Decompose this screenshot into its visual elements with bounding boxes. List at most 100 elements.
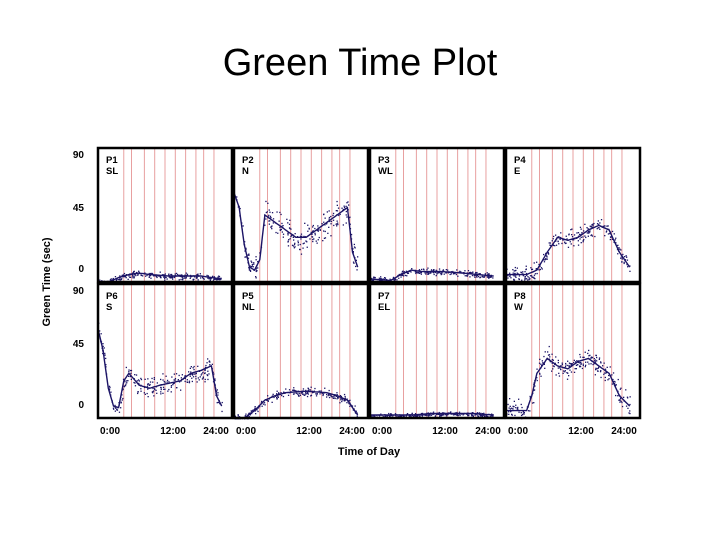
data-point <box>513 275 515 277</box>
data-point <box>419 270 421 272</box>
data-point <box>554 362 556 364</box>
data-point <box>276 394 278 396</box>
data-point <box>199 273 201 275</box>
data-point <box>419 415 421 417</box>
data-point <box>474 414 476 416</box>
data-point <box>126 382 128 384</box>
data-point <box>478 275 480 278</box>
data-point <box>615 237 617 239</box>
data-point <box>447 412 449 414</box>
data-point <box>612 378 614 381</box>
data-point <box>595 369 597 371</box>
data-point <box>296 236 299 238</box>
data-point <box>157 275 159 277</box>
data-point <box>571 228 573 230</box>
data-point <box>463 272 465 274</box>
data-point <box>164 388 166 390</box>
data-point <box>452 270 454 273</box>
data-point <box>417 415 419 417</box>
data-point <box>328 218 330 220</box>
data-point <box>202 277 204 280</box>
data-point <box>371 277 373 280</box>
data-point <box>182 279 184 281</box>
data-point <box>624 259 627 261</box>
data-point <box>459 414 461 417</box>
data-point <box>603 362 605 364</box>
data-point <box>600 376 602 379</box>
data-point <box>297 240 299 242</box>
data-point <box>381 414 383 416</box>
data-point <box>116 278 118 280</box>
data-point <box>621 258 623 260</box>
data-point <box>540 375 542 377</box>
data-point <box>327 394 329 397</box>
data-point <box>439 415 441 418</box>
data-point <box>350 238 353 240</box>
data-point <box>195 375 197 378</box>
data-point <box>247 415 249 417</box>
data-point <box>299 235 302 237</box>
data-point <box>592 363 594 366</box>
data-point <box>452 414 455 416</box>
data-point <box>263 402 266 404</box>
data-point <box>616 248 619 251</box>
data-point <box>512 405 514 407</box>
data-point <box>248 268 250 270</box>
data-point <box>252 266 254 268</box>
data-point <box>557 362 559 364</box>
data-point <box>248 253 250 255</box>
data-point <box>285 388 287 390</box>
data-point <box>287 245 290 247</box>
data-point <box>440 414 442 416</box>
data-point <box>483 412 485 414</box>
data-point <box>539 358 541 360</box>
data-point <box>305 391 307 393</box>
data-point <box>316 229 318 232</box>
data-point <box>247 254 249 256</box>
data-point <box>543 362 545 364</box>
data-point <box>351 248 353 250</box>
data-point <box>191 275 193 277</box>
x-tick-label: 12:00 <box>296 426 322 437</box>
data-point <box>271 395 274 397</box>
data-point <box>251 261 253 263</box>
data-point <box>215 387 217 389</box>
data-point <box>573 245 575 247</box>
data-point <box>191 377 193 379</box>
scatter-points-p7 <box>370 411 494 419</box>
data-point <box>293 244 296 246</box>
data-point <box>569 369 571 371</box>
data-point <box>577 235 580 237</box>
data-point <box>533 277 535 279</box>
data-point <box>170 276 172 278</box>
data-point <box>565 364 567 366</box>
data-point <box>128 275 130 277</box>
data-point <box>594 235 596 238</box>
data-point <box>255 256 257 258</box>
data-point <box>615 242 617 244</box>
data-point <box>316 393 318 395</box>
data-point <box>111 400 113 402</box>
data-point <box>268 220 270 222</box>
data-point <box>618 399 620 401</box>
data-point <box>607 233 610 235</box>
data-point <box>432 270 434 272</box>
data-point <box>207 378 209 381</box>
data-point <box>249 414 251 416</box>
data-point <box>125 383 127 385</box>
data-point <box>611 383 613 385</box>
data-point <box>219 278 221 281</box>
data-point <box>530 275 533 277</box>
data-point <box>142 275 144 277</box>
data-point <box>614 381 616 383</box>
data-point <box>521 414 524 416</box>
data-point <box>152 381 154 383</box>
data-point <box>297 244 299 246</box>
data-point <box>309 238 311 240</box>
data-point <box>532 389 534 391</box>
data-point <box>189 274 192 277</box>
data-point <box>605 372 607 374</box>
data-point <box>623 261 625 263</box>
data-point <box>276 390 278 392</box>
